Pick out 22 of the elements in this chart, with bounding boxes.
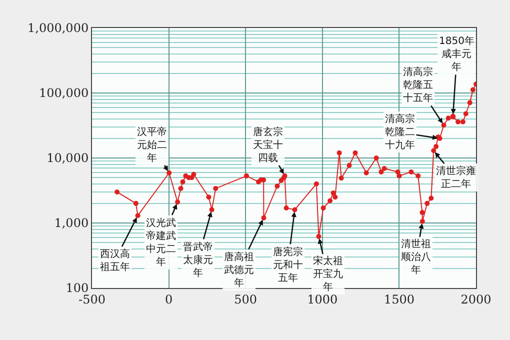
annotation: 清世宗雍正二年 [436, 165, 476, 190]
annotation: 清世祖顺治八年 [401, 238, 431, 276]
annotation: 唐玄宗天宝十四载 [253, 126, 283, 164]
annotation: 1850年咸丰元年 [439, 35, 474, 73]
annotation: 清高宗乾隆二十九年 [385, 113, 415, 151]
y-tick-label: 10,000 [46, 151, 89, 166]
x-tick-label: 2000 [460, 292, 492, 306]
y-tick-label: 1,000 [54, 216, 89, 230]
y-tick-label: 100,000 [38, 86, 89, 100]
x-tick-label: 1500 [384, 292, 414, 306]
annotation: 晋武帝太康元年 [183, 241, 213, 279]
y-tick-label: 1,000,000 [28, 21, 89, 36]
annotation: 汉平帝元始二年 [137, 126, 167, 164]
annotation: 唐宪宗元和十五年 [273, 246, 303, 284]
x-tick-label: 0 [164, 292, 173, 306]
x-tick-label: 500 [234, 292, 258, 306]
annotation: 汉光武帝建武中元二年 [146, 217, 176, 268]
annotation: 西汉高祖五年 [100, 248, 130, 273]
x-tick-label: 1000 [307, 292, 338, 306]
annotation: 清高宗乾隆五十五年 [403, 66, 433, 104]
annotation: 宋太祖开宝九年 [313, 255, 343, 293]
annotation: 唐高祖武德元年 [224, 251, 254, 289]
